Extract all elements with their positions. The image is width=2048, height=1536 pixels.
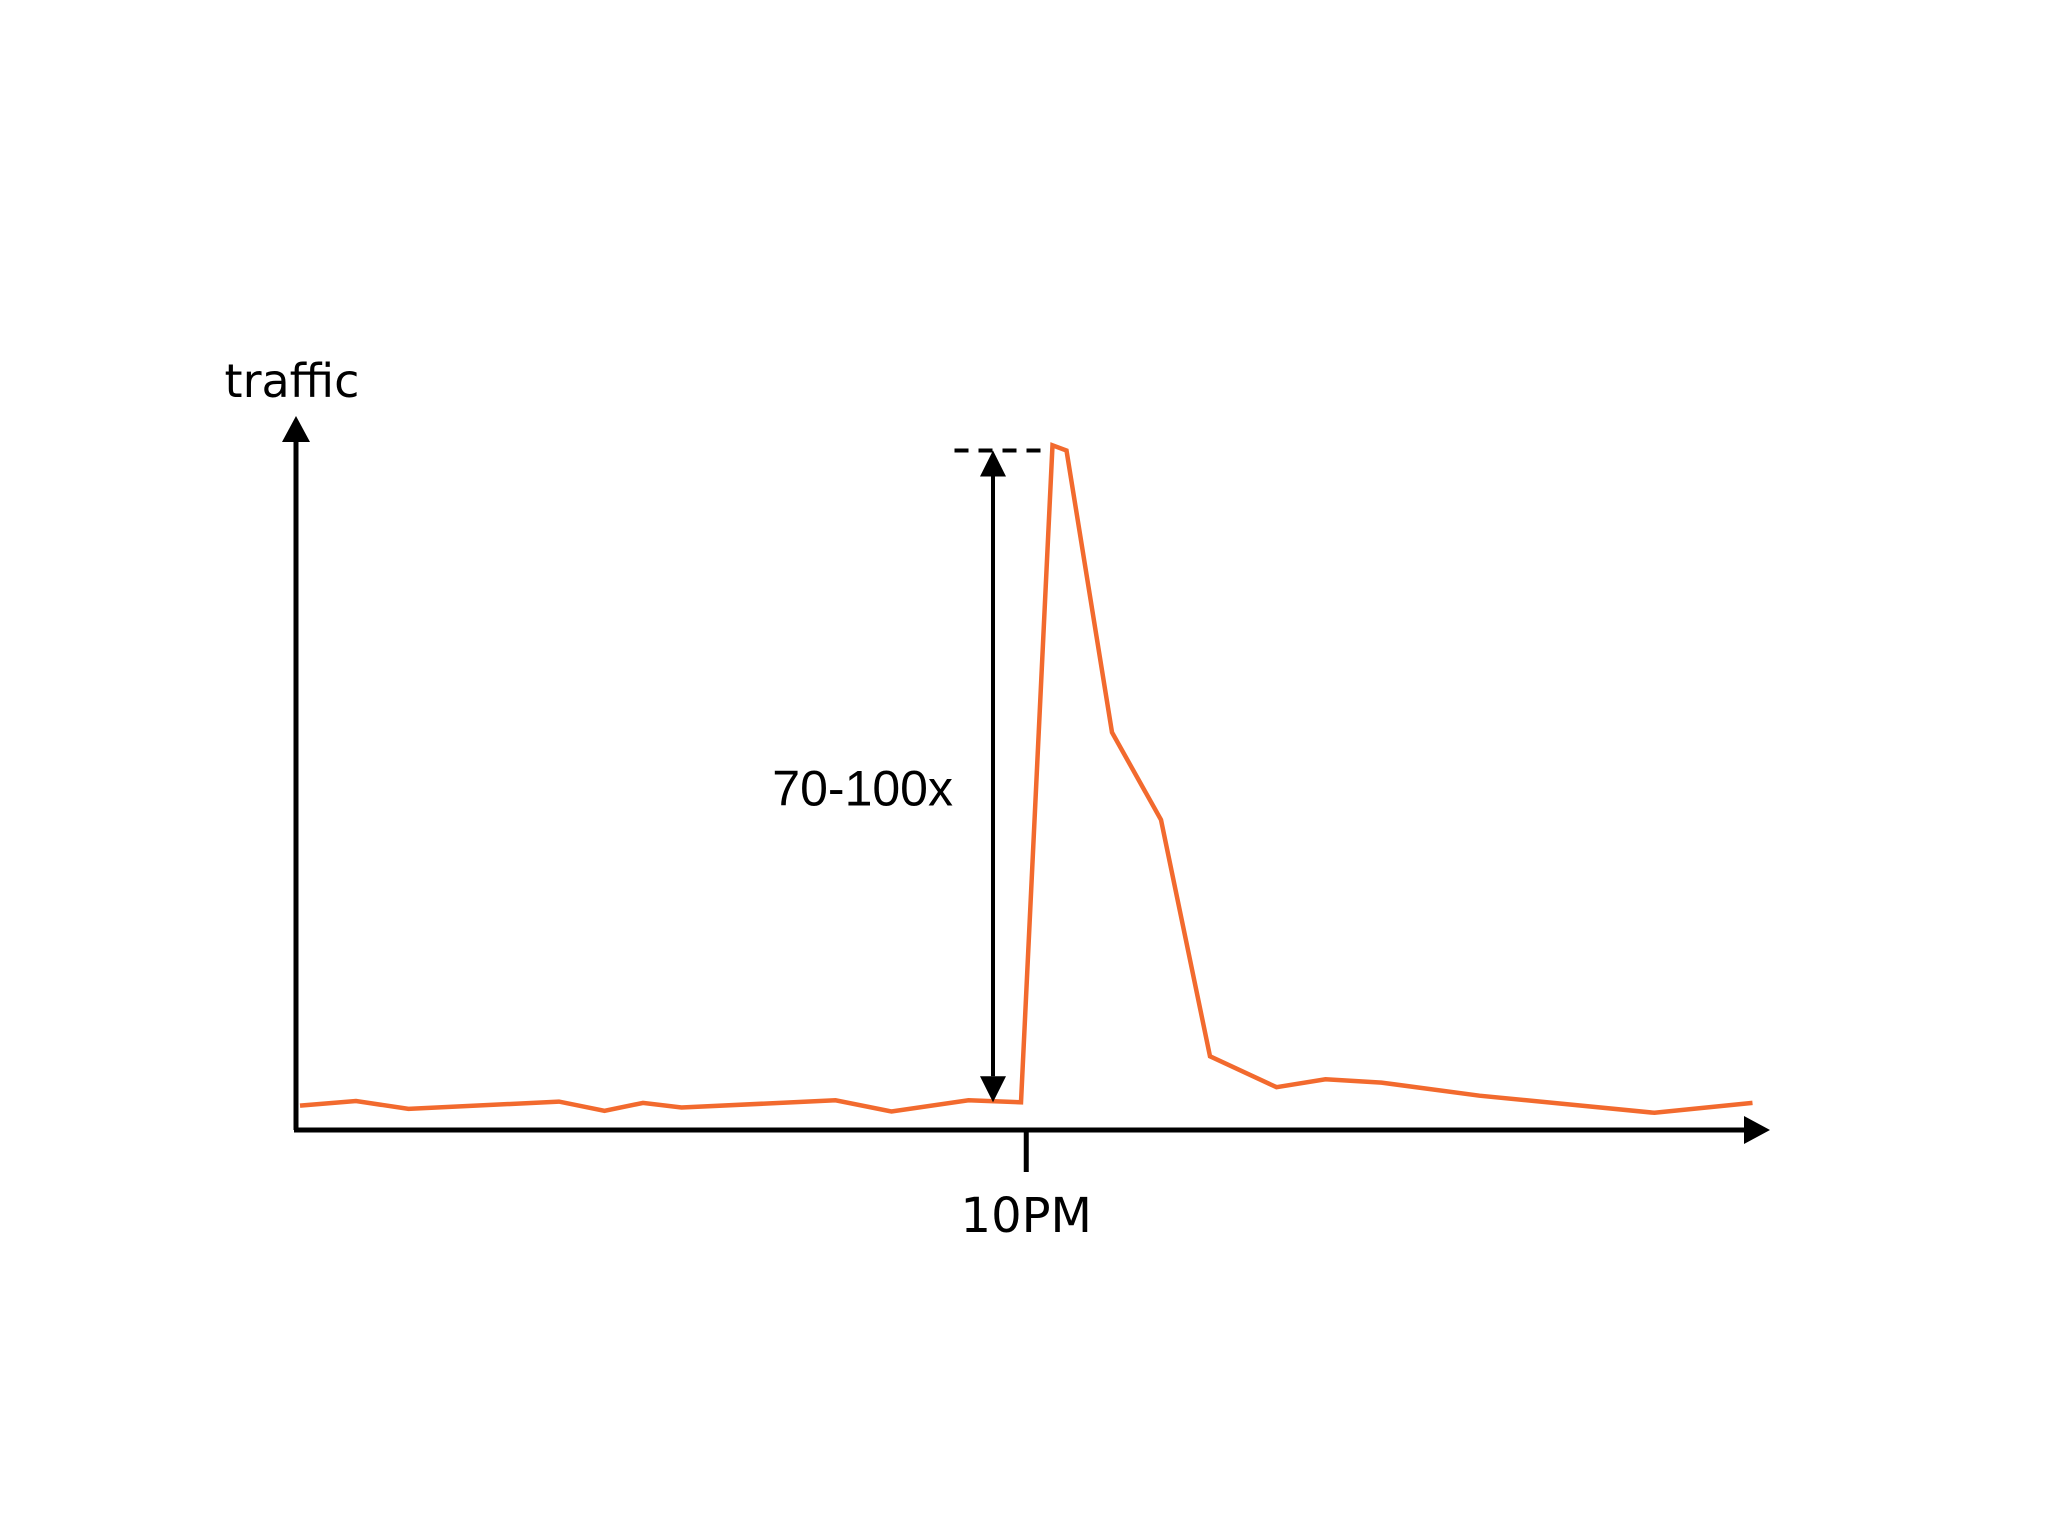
arrow-up-icon <box>980 450 1006 477</box>
magnitude-label: 70-100x <box>772 760 953 816</box>
series-layer <box>299 442 1753 1116</box>
arrow-down-icon <box>980 1076 1006 1103</box>
x-tick-label: 10PM <box>961 1188 1092 1244</box>
x-ticks: 10PM <box>961 1130 1092 1244</box>
annotation-layer: 70-100x <box>772 448 1046 1103</box>
x-axis-arrow-icon <box>1744 1116 1770 1144</box>
series-line <box>299 442 1753 1116</box>
y-axis-arrow-icon <box>282 416 310 442</box>
y-axis-label: traffic <box>225 354 360 408</box>
